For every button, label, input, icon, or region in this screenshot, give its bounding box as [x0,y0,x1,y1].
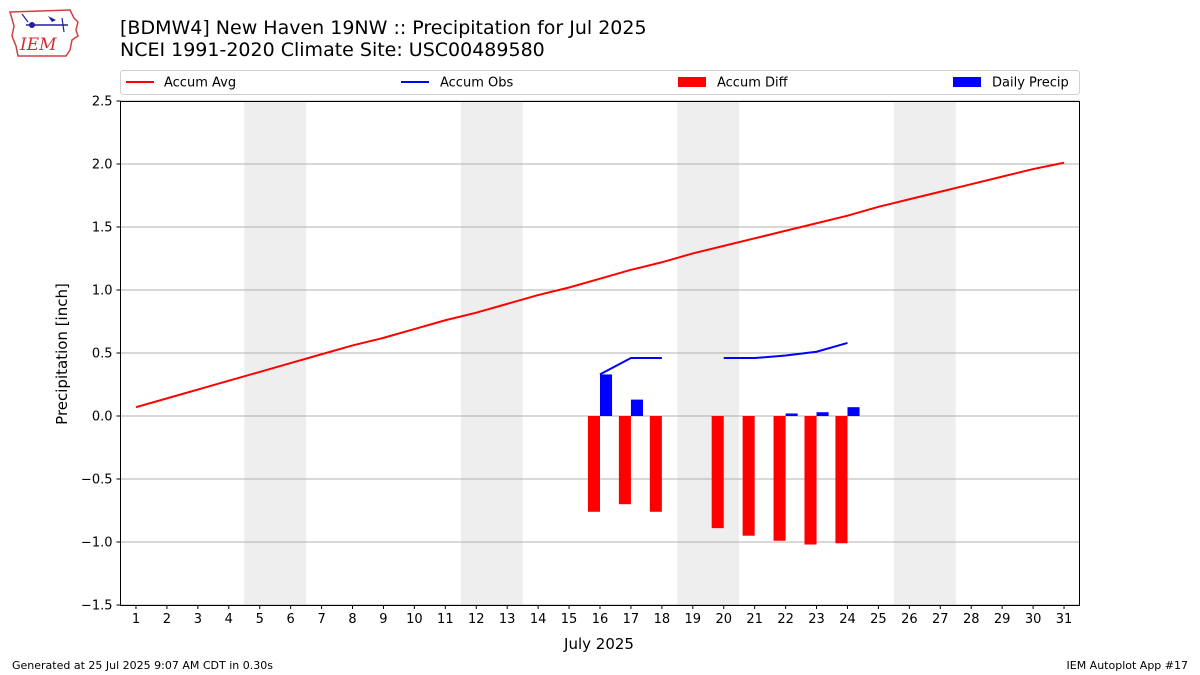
y-tick-label: 2.5 [92,95,113,110]
x-tick-label: 11 [437,612,454,627]
x-tick-label: 31 [1056,612,1073,627]
x-tick-label: 13 [499,612,516,627]
accum-diff-bar [649,416,662,512]
legend-label-1: Accum Obs [440,76,513,91]
x-tick-label: 10 [406,612,423,627]
chart-subtitle: NCEI 1991-2020 Climate Site: USC00489580 [120,39,545,61]
daily-precip-bar [816,412,829,416]
x-tick-label: 24 [839,612,856,627]
daily-precip-bar [785,413,798,416]
accum-obs-line-0 [599,357,662,376]
y-tick-label: 1.5 [92,221,113,236]
legend-label-2: Accum Diff [717,76,789,91]
legend: Accum Avg Accum Obs Accum Diff Daily Precip [120,70,1080,95]
x-tick-label: 4 [225,612,233,627]
x-tick-label: 23 [808,612,825,627]
y-tick-label: 1.0 [92,284,113,299]
x-tick-label: 15 [561,612,578,627]
accum-diff-bar [804,416,817,545]
x-tick-label: 6 [287,612,295,627]
lines [135,161,1065,409]
x-tick-label: 8 [348,612,356,627]
axes: −1.5−1.0−0.50.00.51.01.52.02.51 2 3 4 5 6 7 8 9 1… [81,95,1072,628]
x-tick-label: 20 [715,612,732,627]
iem-logo: IEM [8,6,82,64]
accum-diff-bar [773,416,786,541]
chart-title: [BDMW4] New Haven 19NW :: Precipitation … [120,17,647,39]
x-tick-label: 9 [379,612,387,627]
daily-precip-bar [847,407,860,416]
x-tick-label: 17 [623,612,640,627]
daily-precip-bar [630,399,644,416]
y-tick-label: 2.0 [92,158,113,173]
accum-diff-bar [742,416,755,536]
x-tick-label: 12 [468,612,485,627]
x-tick-label: 25 [870,612,887,627]
y-tick-label: 0.0 [92,410,113,425]
accum-obs-line-1 [723,341,848,360]
x-tick-label: 29 [994,612,1011,627]
x-tick-label: 21 [746,612,763,627]
accum-diff-bar [587,416,600,512]
x-tick-label: 5 [256,612,264,627]
footer-generated: Generated at 25 Jul 2025 9:07 AM CDT in … [12,659,273,672]
y-tick-label: 0.5 [92,347,113,362]
accum-diff-bar [711,416,724,529]
x-tick-label: 7 [317,612,325,627]
x-tick-label: 27 [932,612,949,627]
x-tick-label: 14 [530,612,547,627]
x-tick-label: 16 [592,612,609,627]
y-axis-label: Precipitation [inch] [53,283,71,425]
x-tick-label: 1 [132,612,140,627]
legend-label-3: Daily Precip [992,76,1069,91]
x-tick-label: 22 [777,612,794,627]
legend-label-0: Accum Avg [164,76,236,91]
y-tick-label: −1.0 [81,536,113,551]
y-tick-label: −1.5 [81,599,113,614]
footer-app: IEM Autoplot App #17 [1066,659,1189,672]
x-axis-label: July 2025 [563,635,634,653]
logo-text: IEM [19,35,57,55]
x-tick-label: 18 [654,612,671,627]
y-tick-label: −0.5 [81,473,113,488]
x-tick-label: 26 [901,612,918,627]
x-tick-label: 2 [163,612,171,627]
x-tick-label: 19 [685,612,702,627]
accum-avg-line [135,161,1065,409]
daily-precip-bar [600,374,613,416]
bars [587,374,860,545]
x-tick-label: 3 [194,612,202,627]
accum-diff-bar [835,416,848,544]
legend-swatch-3 [953,77,981,87]
legend-swatch-2 [678,77,706,87]
x-tick-label: 28 [963,612,980,627]
legend-box [120,70,1080,95]
x-tick-label: 30 [1025,612,1042,627]
accum-diff-bar [618,416,631,505]
